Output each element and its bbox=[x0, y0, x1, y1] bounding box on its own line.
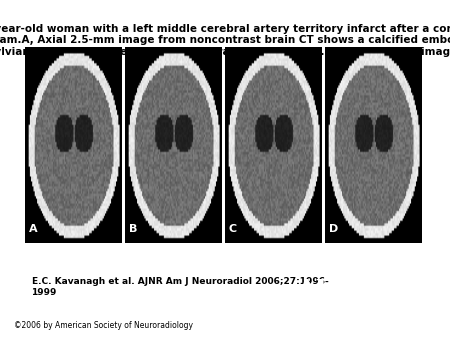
Text: E.C. Kavanagh et al. AJNR Am J Neuroradiol 2006;27:1996-
1999: E.C. Kavanagh et al. AJNR Am J Neuroradi… bbox=[32, 277, 328, 296]
Text: AINR: AINR bbox=[296, 279, 370, 303]
Text: D: D bbox=[329, 223, 338, 234]
Text: A 70-year-old woman with a left middle cerebral artery territory infarct after a: A 70-year-old woman with a left middle c… bbox=[0, 24, 450, 57]
Text: C: C bbox=[229, 223, 237, 234]
Text: ©2006 by American Society of Neuroradiology: ©2006 by American Society of Neuroradiol… bbox=[14, 321, 193, 330]
Text: A: A bbox=[29, 223, 37, 234]
Text: B: B bbox=[129, 223, 137, 234]
Text: AMERICAN JOURNAL OF NEURORADIOLOGY: AMERICAN JOURNAL OF NEURORADIOLOGY bbox=[280, 307, 386, 312]
